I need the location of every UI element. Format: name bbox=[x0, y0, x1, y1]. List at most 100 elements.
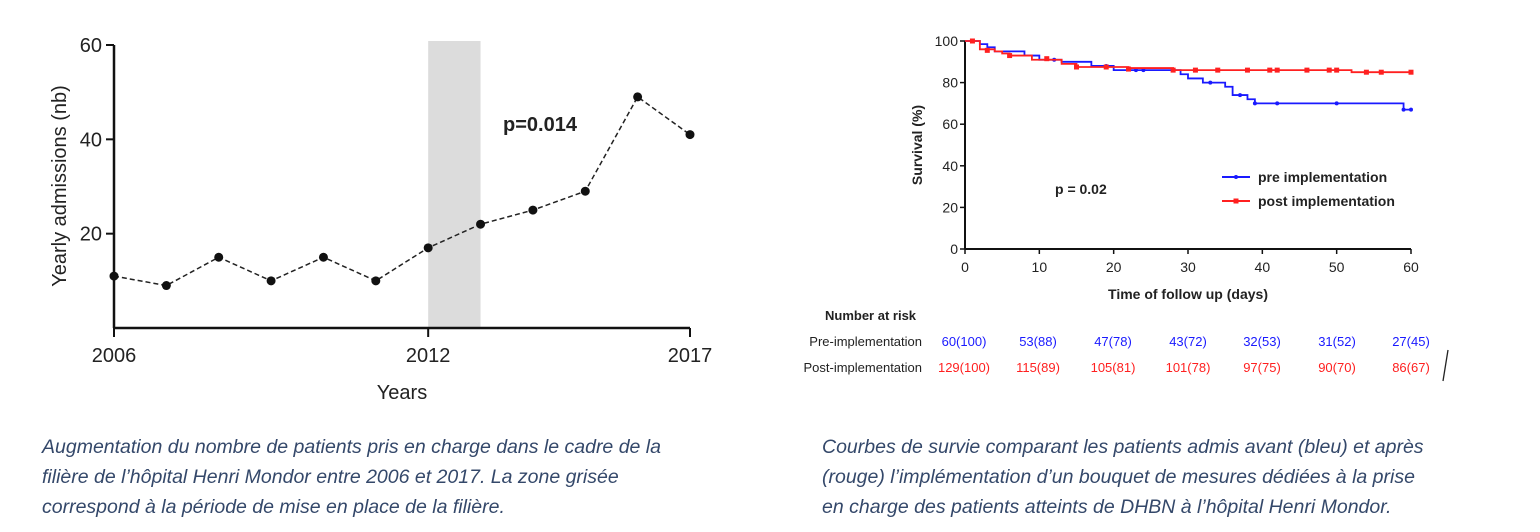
x-tick-label: 20 bbox=[1106, 259, 1122, 275]
y-tick-label: 40 bbox=[80, 129, 102, 151]
risk-row-label-post: Post-implementation bbox=[804, 360, 923, 375]
post-censor-mark bbox=[1215, 67, 1221, 73]
y-tick-label: 20 bbox=[942, 199, 958, 215]
post-censor-mark bbox=[1192, 67, 1198, 73]
risk-table-title: Number at risk bbox=[825, 308, 917, 323]
x-tick-label: 50 bbox=[1329, 259, 1345, 275]
right-caption-line: Courbes de survie comparant les patients… bbox=[822, 436, 1424, 458]
survival-y-axis-label: Survival (%) bbox=[909, 105, 925, 185]
post-censor-mark bbox=[984, 47, 990, 53]
risk-cell: 97(75) bbox=[1243, 360, 1281, 375]
risk-cell: 53(88) bbox=[1019, 334, 1057, 349]
pre-censor-mark bbox=[1141, 68, 1146, 73]
survival-x-axis-label: Time of follow up (days) bbox=[1108, 286, 1268, 302]
x-tick-label: 0 bbox=[961, 259, 969, 275]
left-caption-line: Augmentation du nombre de patients pris … bbox=[42, 436, 661, 458]
left-caption-line: correspond à la période de mise en place… bbox=[42, 496, 505, 518]
legend-pre-label: pre implementation bbox=[1258, 169, 1387, 185]
survival-p-value: p = 0.02 bbox=[1055, 181, 1107, 197]
data-point-2016 bbox=[633, 92, 643, 102]
data-point-2011 bbox=[371, 276, 381, 286]
slash-mark bbox=[1442, 349, 1449, 382]
data-point-2009 bbox=[266, 276, 276, 286]
post-censor-mark bbox=[1126, 66, 1132, 72]
x-tick-label: 2012 bbox=[406, 345, 451, 367]
pre-censor-mark bbox=[1334, 101, 1339, 106]
data-point-2017 bbox=[685, 130, 695, 140]
x-tick-label: 40 bbox=[1255, 259, 1271, 275]
post-censor-mark bbox=[1326, 67, 1332, 73]
data-point-2007 bbox=[161, 281, 171, 291]
risk-row-label-pre: Pre-implementation bbox=[809, 334, 922, 349]
left-caption: Augmentation du nombre de patients pris … bbox=[42, 432, 661, 522]
post-censor-mark bbox=[1408, 69, 1414, 75]
risk-cell: 43(72) bbox=[1169, 334, 1207, 349]
post-censor-mark bbox=[1363, 69, 1369, 75]
risk-cell: 31(52) bbox=[1318, 334, 1356, 349]
data-point-2015 bbox=[580, 186, 590, 196]
admissions-chart: Yearly admissions (nb) Years p=0.014 20 4… bbox=[49, 35, 712, 404]
post-censor-mark bbox=[1334, 67, 1340, 73]
admissions-line bbox=[113, 95, 691, 287]
post-survival-curve bbox=[965, 40, 1411, 74]
y-tick-label: 0 bbox=[950, 241, 958, 257]
post-censor-mark bbox=[1267, 67, 1273, 73]
admissions-x-axis-label: Years bbox=[377, 382, 427, 404]
left-caption-line: filière de l’hôpital Henri Mondor entre … bbox=[42, 466, 619, 488]
x-tick-label: 10 bbox=[1032, 259, 1048, 275]
pre-censor-mark bbox=[1401, 107, 1406, 112]
survival-chart: Survival (%) Time of follow up (days) p … bbox=[804, 33, 1449, 382]
post-censor-mark bbox=[1074, 64, 1079, 70]
admissions-y-axis-label: Yearly admissions (nb) bbox=[49, 85, 71, 287]
x-tick-label: 2017 bbox=[668, 345, 713, 367]
legend-post-label: post implementation bbox=[1258, 193, 1395, 209]
post-censor-mark bbox=[969, 38, 975, 44]
post-censor-mark bbox=[1304, 67, 1310, 73]
risk-cell: 86(67) bbox=[1392, 360, 1430, 375]
risk-cell: 105(81) bbox=[1091, 360, 1136, 375]
pre-censor-mark bbox=[1409, 107, 1413, 112]
pre-censor-mark bbox=[1252, 101, 1257, 106]
x-tick-label: 2006 bbox=[92, 345, 137, 367]
pre-survival-curve bbox=[965, 40, 1411, 111]
post-censor-mark bbox=[1244, 67, 1250, 73]
risk-cell: 27(45) bbox=[1392, 334, 1430, 349]
data-point-2014 bbox=[528, 205, 538, 215]
pre-censor-mark bbox=[1208, 80, 1213, 85]
pre-censor-mark bbox=[1238, 93, 1243, 98]
shaded-period bbox=[428, 41, 481, 328]
x-tick-label: 60 bbox=[1403, 259, 1419, 275]
admissions-p-value: p=0.014 bbox=[503, 114, 578, 136]
risk-cell: 90(70) bbox=[1318, 360, 1356, 375]
risk-cell: 47(78) bbox=[1094, 334, 1132, 349]
post-censor-mark bbox=[1170, 67, 1176, 73]
y-tick-label: 40 bbox=[942, 158, 958, 174]
x-tick-label: 30 bbox=[1180, 259, 1196, 275]
risk-cell: 129(100) bbox=[938, 360, 990, 375]
post-censor-mark bbox=[1103, 64, 1109, 70]
data-point-2010 bbox=[318, 252, 328, 262]
pre-censor-mark bbox=[1133, 68, 1138, 73]
data-point-2012 bbox=[423, 243, 433, 253]
risk-cell: 60(100) bbox=[942, 334, 987, 349]
post-censor-mark bbox=[1378, 69, 1384, 75]
risk-cell: 32(53) bbox=[1243, 334, 1281, 349]
post-censor-mark bbox=[1044, 56, 1050, 62]
risk-cell: 101(78) bbox=[1166, 360, 1211, 375]
right-caption: Courbes de survie comparant les patients… bbox=[822, 432, 1424, 522]
post-censor-mark bbox=[1007, 53, 1013, 59]
y-tick-label: 80 bbox=[942, 75, 958, 91]
post-censor-mark bbox=[1274, 67, 1280, 73]
right-caption-line: (rouge) l’implémentation d’un bouquet de… bbox=[822, 466, 1415, 488]
data-point-2013 bbox=[476, 219, 486, 229]
legend-pre-marker bbox=[1234, 175, 1238, 179]
risk-cell: 115(89) bbox=[1016, 360, 1060, 375]
legend-post-marker bbox=[1233, 198, 1239, 204]
data-point-2006 bbox=[109, 271, 119, 281]
y-tick-label: 100 bbox=[935, 33, 959, 49]
data-point-2008 bbox=[214, 252, 224, 262]
right-caption-line: en charge des patients atteints de DHBN … bbox=[822, 496, 1392, 518]
y-tick-label: 60 bbox=[942, 116, 958, 132]
y-tick-label: 60 bbox=[80, 35, 102, 57]
